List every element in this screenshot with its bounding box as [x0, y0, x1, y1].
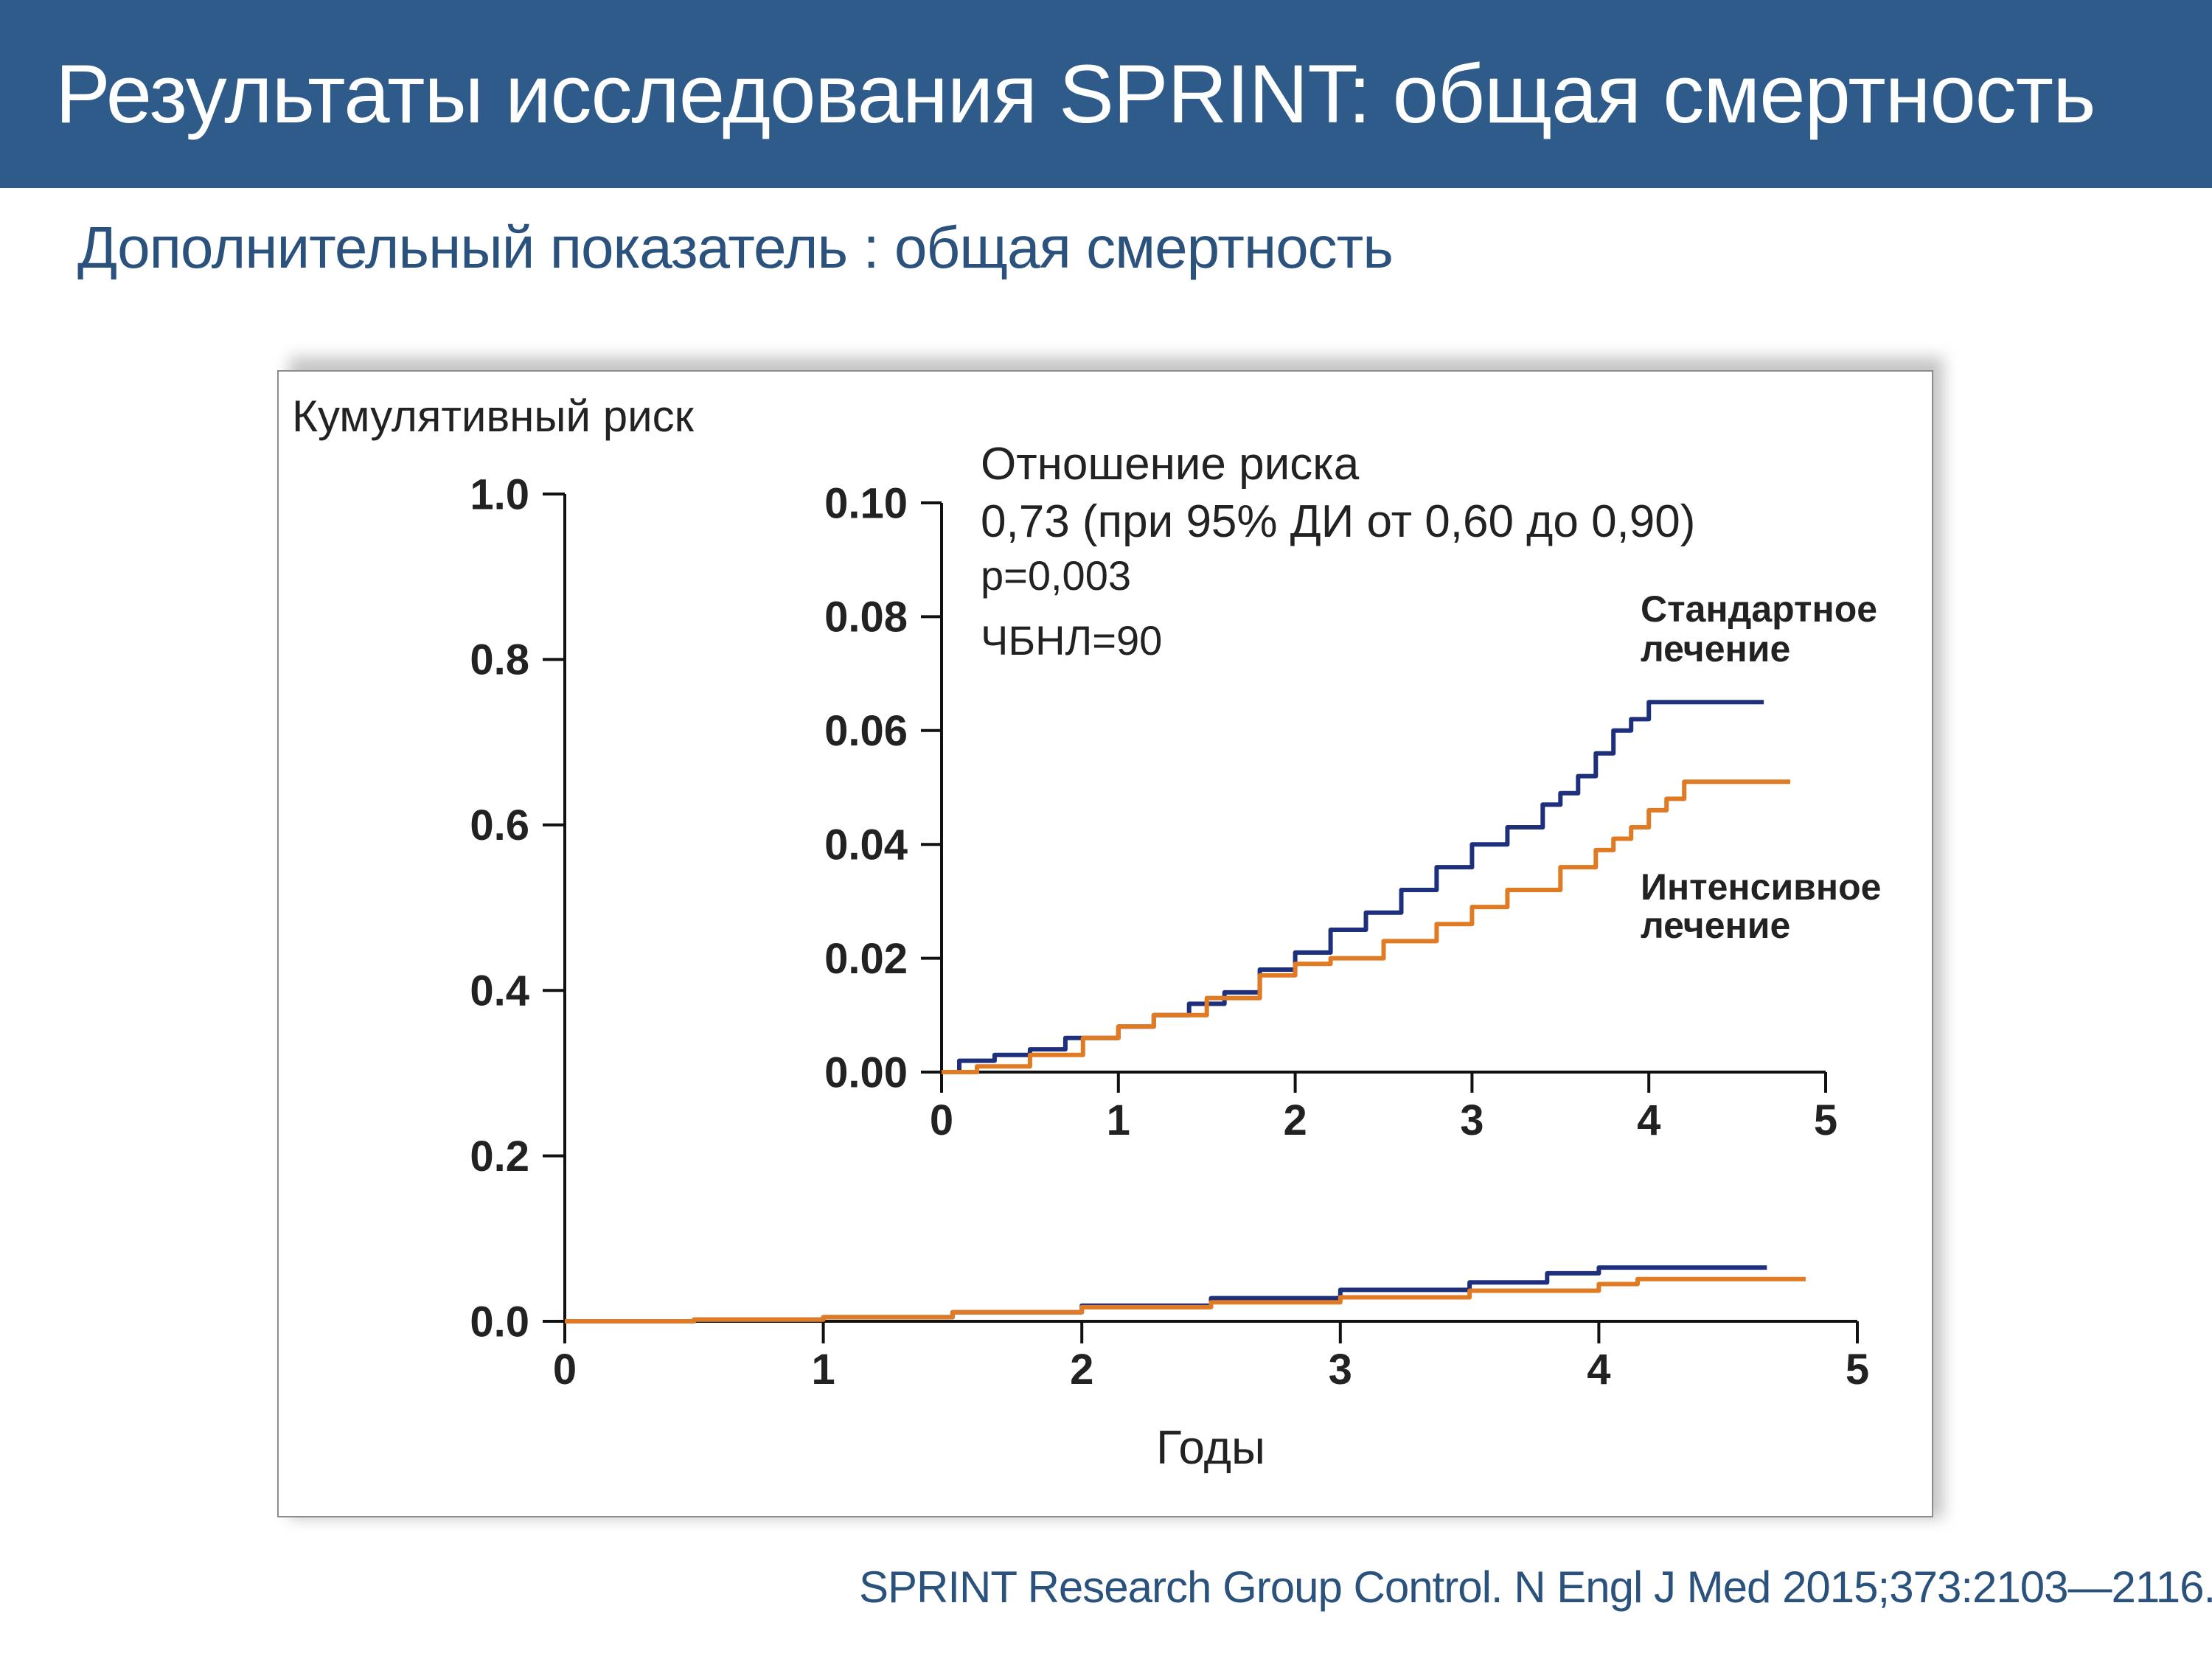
inset-intensive-treatment-line [942, 779, 1790, 1074]
inset-y-tick-label: 0.00 [824, 1048, 908, 1096]
main-y-ticks: 0.0 0.2 0.4 0.6 0.8 1.0 [470, 470, 565, 1346]
main-x-tick-label: 5 [1846, 1346, 1869, 1394]
inset-chart: 0.00 0.02 0.04 0.06 0.08 0.10 0 1 2 3 4 5 Отношени… [824, 439, 1881, 1144]
inset-y-ticks: 0.00 0.02 0.04 0.06 0.08 0.10 [824, 479, 942, 1096]
inset-stats-annotation: Отношение риска 0,73 (при 95% ДИ от 0,60… [981, 439, 1695, 664]
main-intensive-treatment-line [565, 1276, 1806, 1324]
main-y-axis-label: Кумулятивный риск [292, 392, 695, 441]
main-chart: 0.0 0.2 0.4 0.6 0.8 1.0 0 1 2 3 4 5 Кумулятивный р… [292, 392, 1869, 1474]
main-x-axis-label: Годы [1156, 1421, 1265, 1474]
nnt-value: ЧБНЛ=90 [981, 617, 1162, 664]
figure-frame [277, 370, 1933, 1517]
hazard-ratio-heading: Отношение риска [981, 439, 1360, 490]
standard-label-line1: Стандартное [1641, 588, 1877, 630]
main-y-tick-label: 0.2 [470, 1133, 529, 1180]
standard-label-line2: лечение [1641, 628, 1790, 669]
citation: SPRINT Research Group Control. N Engl J … [859, 1562, 2212, 1612]
inset-y-tick-label: 0.06 [824, 707, 908, 755]
inset-x-ticks: 0 1 2 3 4 5 [930, 1072, 1837, 1144]
header-bar [0, 0, 2212, 188]
inset-y-tick-label: 0.10 [824, 479, 908, 527]
main-x-tick-label: 1 [811, 1346, 835, 1394]
slide-subtitle: Дополнительный показатель : общая смертн… [77, 215, 1394, 280]
inset-series [942, 700, 1790, 1074]
intensive-label-line2: лечение [1641, 905, 1790, 946]
inset-x-tick-label: 2 [1283, 1096, 1307, 1144]
main-x-tick-label: 4 [1587, 1346, 1610, 1394]
inset-x-tick-label: 5 [1814, 1096, 1837, 1144]
main-x-ticks: 0 1 2 3 4 5 [553, 1321, 1869, 1394]
inset-x-tick-label: 3 [1460, 1096, 1484, 1144]
main-standard-treatment-line [565, 1265, 1767, 1324]
main-y-tick-label: 1.0 [470, 470, 529, 518]
inset-y-tick-label: 0.02 [824, 935, 908, 983]
main-y-tick-label: 0.6 [470, 801, 529, 849]
inset-x-tick-label: 1 [1107, 1096, 1130, 1144]
inset-x-tick-label: 4 [1637, 1096, 1660, 1144]
inset-series-labels: Стандартное лечение Интенсивное лечение [1641, 588, 1881, 946]
p-value: p=0,003 [981, 552, 1131, 599]
intensive-label-line1: Интенсивное [1641, 866, 1881, 908]
hazard-ratio-value: 0,73 (при 95% ДИ от 0,60 до 0,90) [981, 496, 1695, 547]
inset-standard-treatment-line [942, 700, 1764, 1074]
main-x-tick-label: 3 [1329, 1346, 1352, 1394]
main-x-tick-label: 2 [1070, 1346, 1093, 1394]
inset-y-tick-label: 0.08 [824, 594, 908, 641]
main-y-tick-label: 0.8 [470, 636, 529, 684]
main-y-tick-label: 0.4 [470, 967, 529, 1015]
slide-title: Результаты исследования SPRINT: общая см… [55, 48, 2096, 140]
inset-y-tick-label: 0.04 [824, 821, 908, 869]
inset-x-tick-label: 0 [930, 1096, 953, 1144]
main-y-tick-label: 0.0 [470, 1298, 529, 1346]
main-x-tick-label: 0 [553, 1346, 577, 1394]
inset-axes [940, 503, 1826, 1074]
main-series [565, 1265, 1806, 1324]
